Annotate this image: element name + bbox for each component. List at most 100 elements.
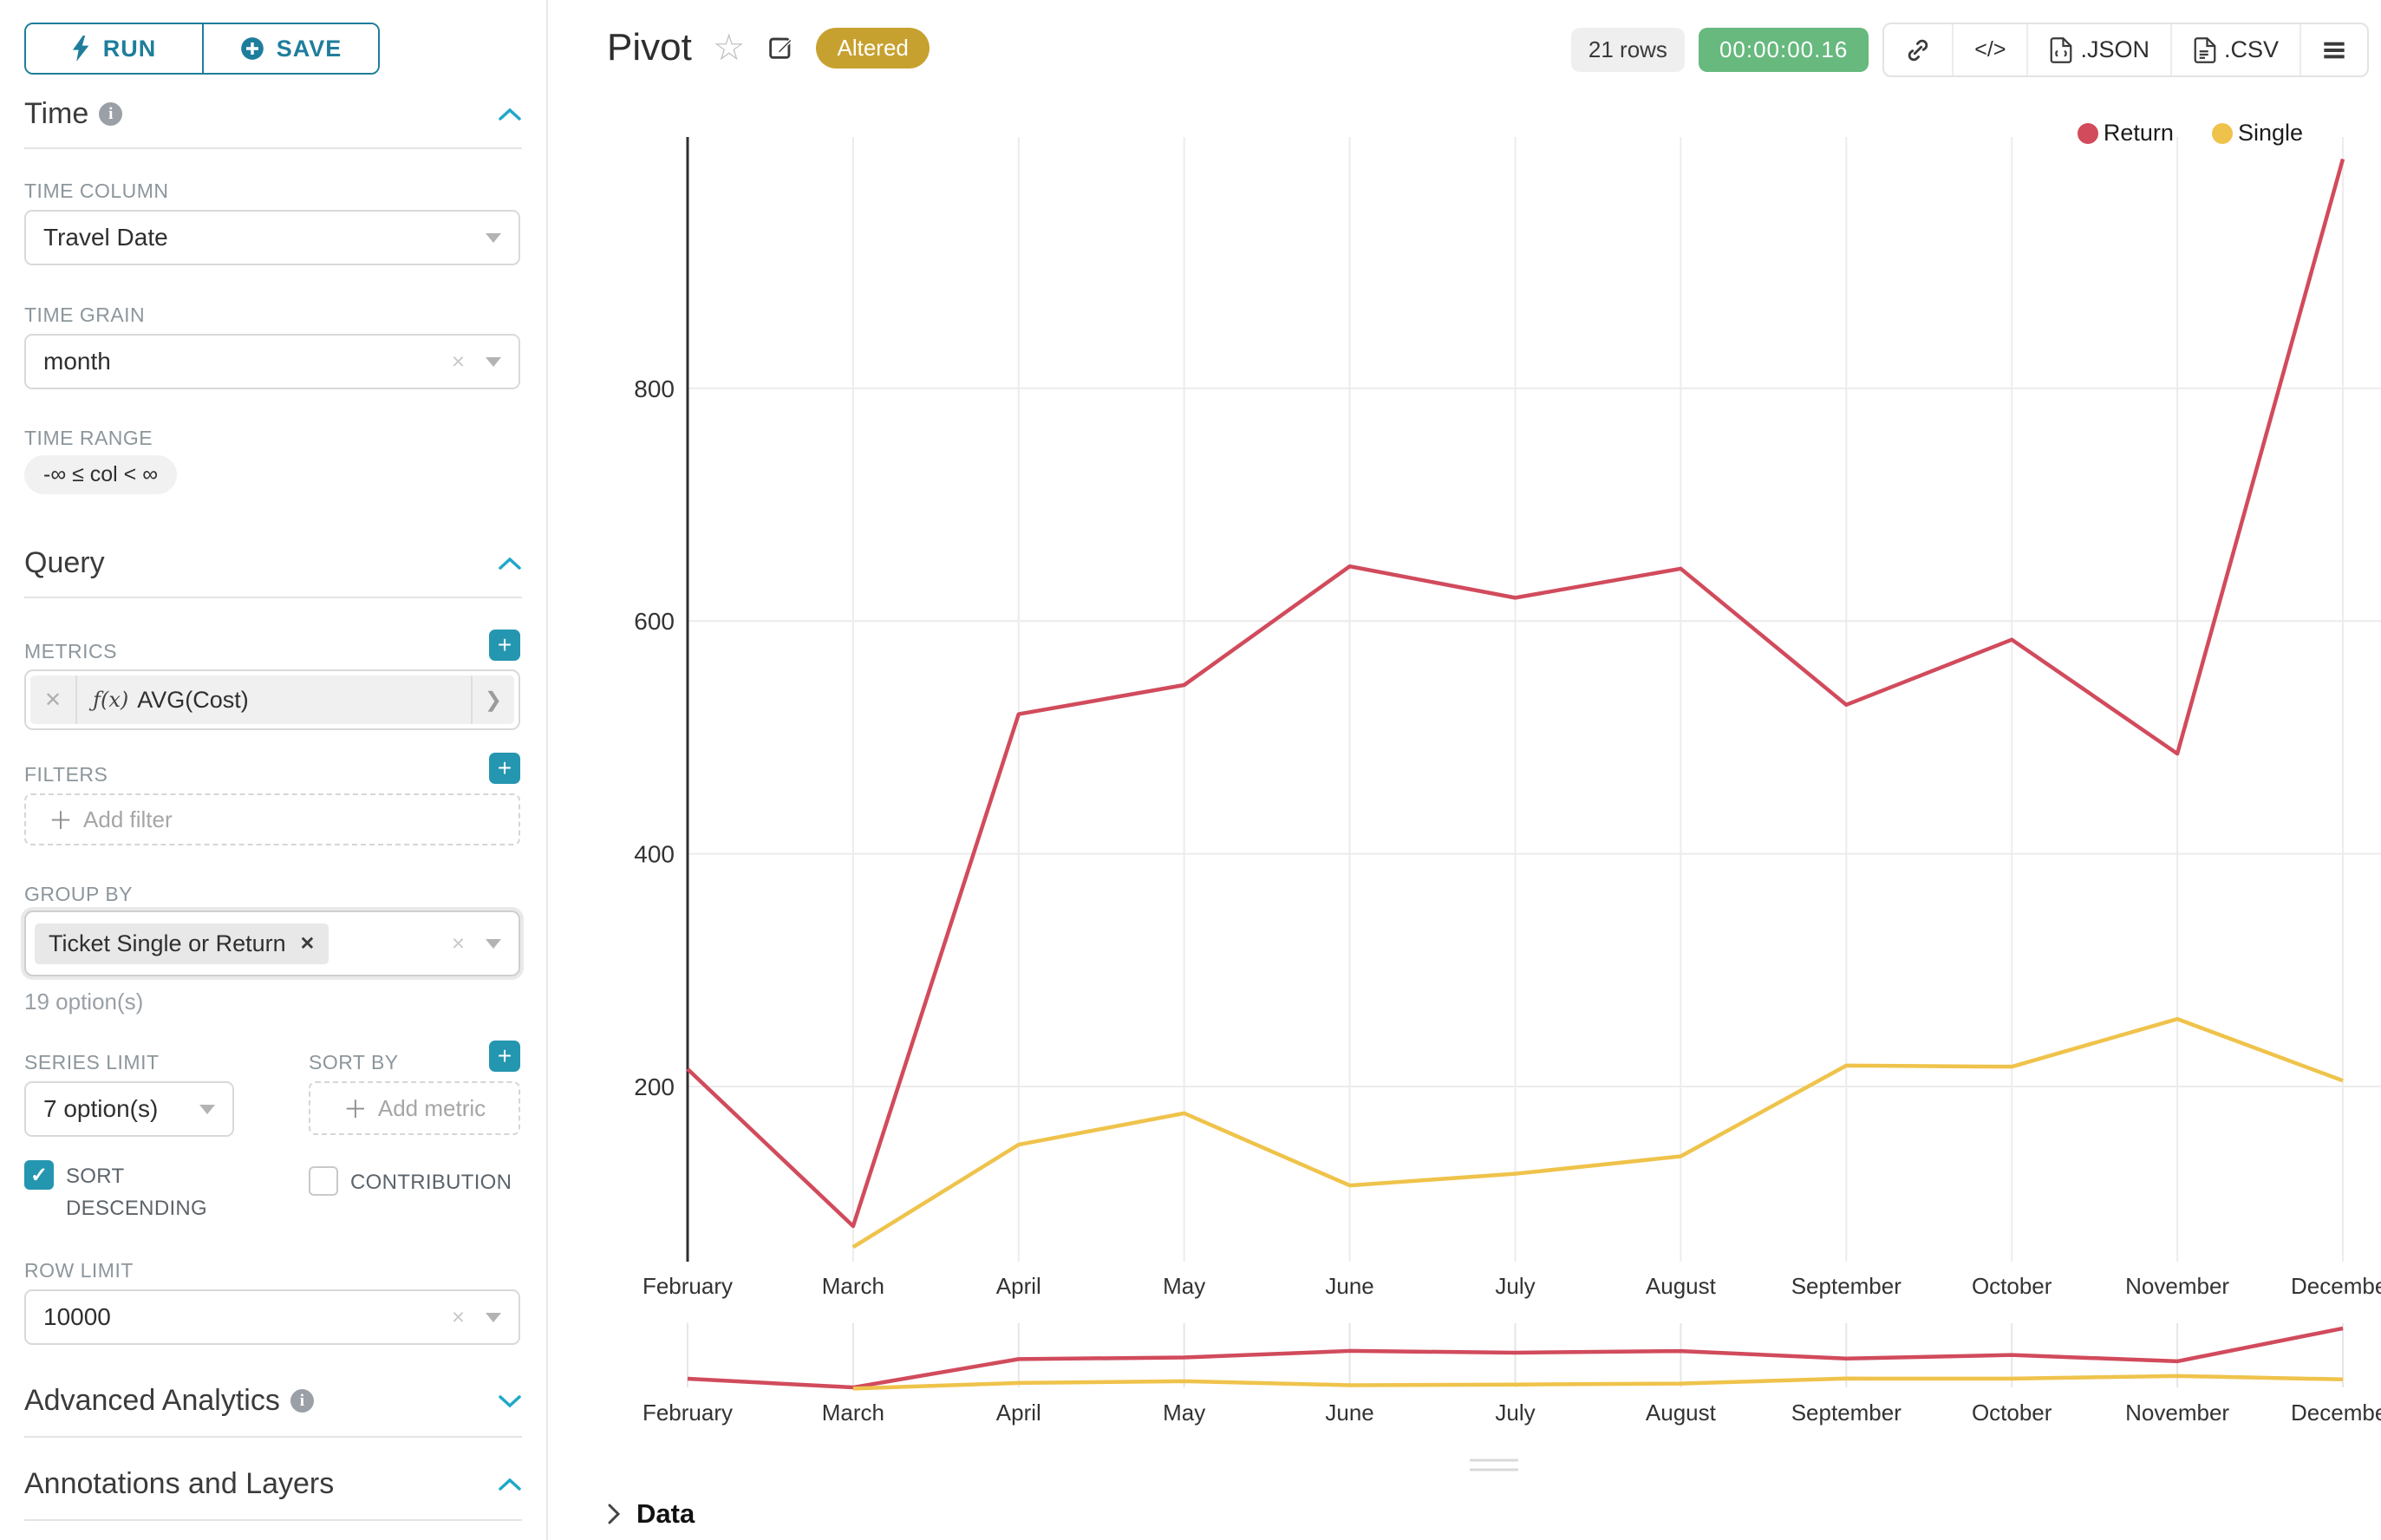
add-sort-metric-box[interactable]: ＋ Add metric — [309, 1081, 520, 1135]
edit-pencil-icon[interactable] — [766, 33, 795, 62]
export-csv-button[interactable]: .CSV — [2170, 24, 2299, 75]
navigator-mini-chart[interactable]: FebruaryMarchAprilMayJuneJulyAugustSepte… — [572, 1318, 2381, 1497]
resize-drag-handle[interactable] — [1470, 1460, 1518, 1470]
svg-text:May: May — [1163, 1273, 1205, 1299]
metric-container: ✕ ƒ(x) AVG(Cost) ❯ — [24, 669, 520, 730]
svg-text:200: 200 — [634, 1073, 675, 1100]
embed-code-button[interactable]: </> — [1952, 24, 2026, 75]
chevron-up-icon[interactable] — [498, 557, 522, 571]
time-range-label: TIME RANGE — [24, 427, 153, 450]
info-icon: i — [99, 102, 122, 126]
remove-tag-icon[interactable]: ✕ — [300, 933, 316, 955]
save-button[interactable]: SAVE — [202, 24, 378, 73]
code-icon: </> — [1974, 37, 2006, 62]
svg-text:February: February — [643, 1400, 733, 1426]
metric-pill[interactable]: ✕ ƒ(x) AVG(Cost) ❯ — [30, 675, 514, 724]
svg-text:November: November — [2125, 1400, 2229, 1426]
add-sort-metric-plus-button[interactable]: + — [489, 1041, 520, 1072]
data-panel-header[interactable]: Data — [607, 1498, 695, 1530]
link-icon — [1905, 37, 1931, 63]
remove-metric-icon[interactable]: ✕ — [30, 675, 77, 724]
time-column-select[interactable]: Travel Date — [24, 210, 520, 265]
share-link-button[interactable] — [1884, 24, 1952, 75]
time-grain-value: month — [43, 348, 111, 375]
checkbox-unchecked-icon[interactable] — [309, 1166, 338, 1196]
svg-text:September: September — [1791, 1400, 1902, 1426]
svg-text:December: December — [2291, 1273, 2381, 1299]
svg-text:April: April — [996, 1273, 1041, 1299]
annotations-title: Annotations and Layers — [24, 1467, 334, 1501]
altered-badge[interactable]: Altered — [816, 28, 929, 69]
annotations-header[interactable]: Annotations and Layers — [24, 1467, 522, 1501]
series-limit-label: SERIES LIMIT — [24, 1051, 160, 1074]
time-section-header[interactable]: Time i — [24, 97, 522, 131]
svg-text:September: September — [1791, 1273, 1902, 1299]
lightning-bolt-icon — [72, 36, 91, 62]
chevron-down-icon — [486, 357, 501, 367]
export-json-button[interactable]: .JSON — [2026, 24, 2170, 75]
chevron-down-icon[interactable] — [498, 1394, 522, 1408]
run-button[interactable]: RUN — [26, 24, 202, 73]
row-limit-select[interactable]: 10000 × — [24, 1289, 520, 1345]
chevron-up-icon[interactable] — [498, 108, 522, 121]
row-count-badge: 21 rows — [1571, 28, 1685, 72]
info-icon: i — [290, 1389, 314, 1413]
advanced-analytics-title: Advanced Analytics — [24, 1384, 280, 1418]
chevron-right-icon[interactable]: ❯ — [471, 675, 514, 724]
svg-text:March: March — [822, 1400, 884, 1426]
add-filter-box[interactable]: ＋ Add filter — [24, 793, 520, 845]
sort-descending-checkbox-row[interactable]: ✓ SORT DESCENDING — [24, 1160, 250, 1224]
contribution-checkbox-row[interactable]: CONTRIBUTION — [309, 1166, 512, 1198]
clear-icon[interactable]: × — [452, 1304, 465, 1331]
metrics-label: METRICS — [24, 640, 117, 663]
export-json-label: .JSON — [2080, 36, 2149, 63]
clear-icon[interactable]: × — [452, 349, 465, 375]
chevron-down-icon — [486, 1313, 501, 1322]
checkbox-checked-icon[interactable]: ✓ — [24, 1160, 54, 1190]
time-section-title: Time — [24, 97, 88, 131]
run-button-label: RUN — [103, 36, 157, 62]
group-by-tag[interactable]: Ticket Single or Return ✕ — [35, 923, 329, 964]
add-filter-plus-button[interactable]: + — [489, 753, 520, 784]
time-grain-label: TIME GRAIN — [24, 303, 145, 327]
data-results-panel: Data — [572, 1483, 2381, 1540]
filters-label: FILTERS — [24, 763, 108, 786]
contribution-label: CONTRIBUTION — [350, 1166, 512, 1198]
sort-by-label: SORT BY — [309, 1051, 399, 1074]
series-limit-select[interactable]: 7 option(s) — [24, 1081, 234, 1137]
more-options-button[interactable] — [2299, 24, 2367, 75]
save-button-label: SAVE — [277, 36, 342, 62]
chevron-right-icon — [607, 1503, 621, 1525]
clear-icon[interactable]: × — [452, 930, 465, 957]
query-timer-badge: 00:00:00.16 — [1699, 28, 1869, 72]
plus-circle-icon — [240, 36, 264, 61]
export-csv-label: .CSV — [2224, 36, 2279, 63]
svg-text:400: 400 — [634, 841, 675, 868]
plus-icon: ＋ — [343, 1091, 368, 1126]
chevron-up-icon[interactable] — [498, 1478, 522, 1491]
add-filter-label: Add filter — [83, 806, 173, 833]
time-range-pill[interactable]: -∞ ≤ col < ∞ — [24, 455, 177, 494]
query-section-header[interactable]: Query — [24, 546, 522, 580]
svg-text:February: February — [643, 1273, 733, 1299]
time-range-value: -∞ ≤ col < ∞ — [43, 462, 158, 487]
plus-icon: ＋ — [49, 802, 73, 837]
group-by-tag-label: Ticket Single or Return — [49, 930, 286, 957]
chevron-down-icon — [486, 233, 501, 243]
svg-text:June: June — [1325, 1400, 1373, 1426]
favorite-star-icon[interactable]: ☆ — [713, 29, 746, 66]
query-section-title: Query — [24, 546, 105, 580]
group-by-select[interactable]: Ticket Single or Return ✕ × — [24, 910, 520, 976]
control-panel-sidebar: RUN SAVE Time i TIME COLUMN Travel Date … — [0, 0, 548, 1540]
chevron-down-icon — [486, 939, 501, 949]
chart-title: Pivot — [607, 26, 692, 69]
add-metric-plus-button[interactable]: + — [489, 630, 520, 661]
advanced-analytics-header[interactable]: Advanced Analytics i — [24, 1384, 522, 1418]
time-column-label: TIME COLUMN — [24, 179, 169, 203]
hamburger-menu-icon — [2322, 40, 2346, 61]
time-grain-select[interactable]: month × — [24, 334, 520, 389]
svg-text:August: August — [1646, 1400, 1717, 1426]
section-divider — [24, 1519, 522, 1521]
group-by-label: GROUP BY — [24, 883, 133, 906]
svg-text:November: November — [2125, 1273, 2229, 1299]
